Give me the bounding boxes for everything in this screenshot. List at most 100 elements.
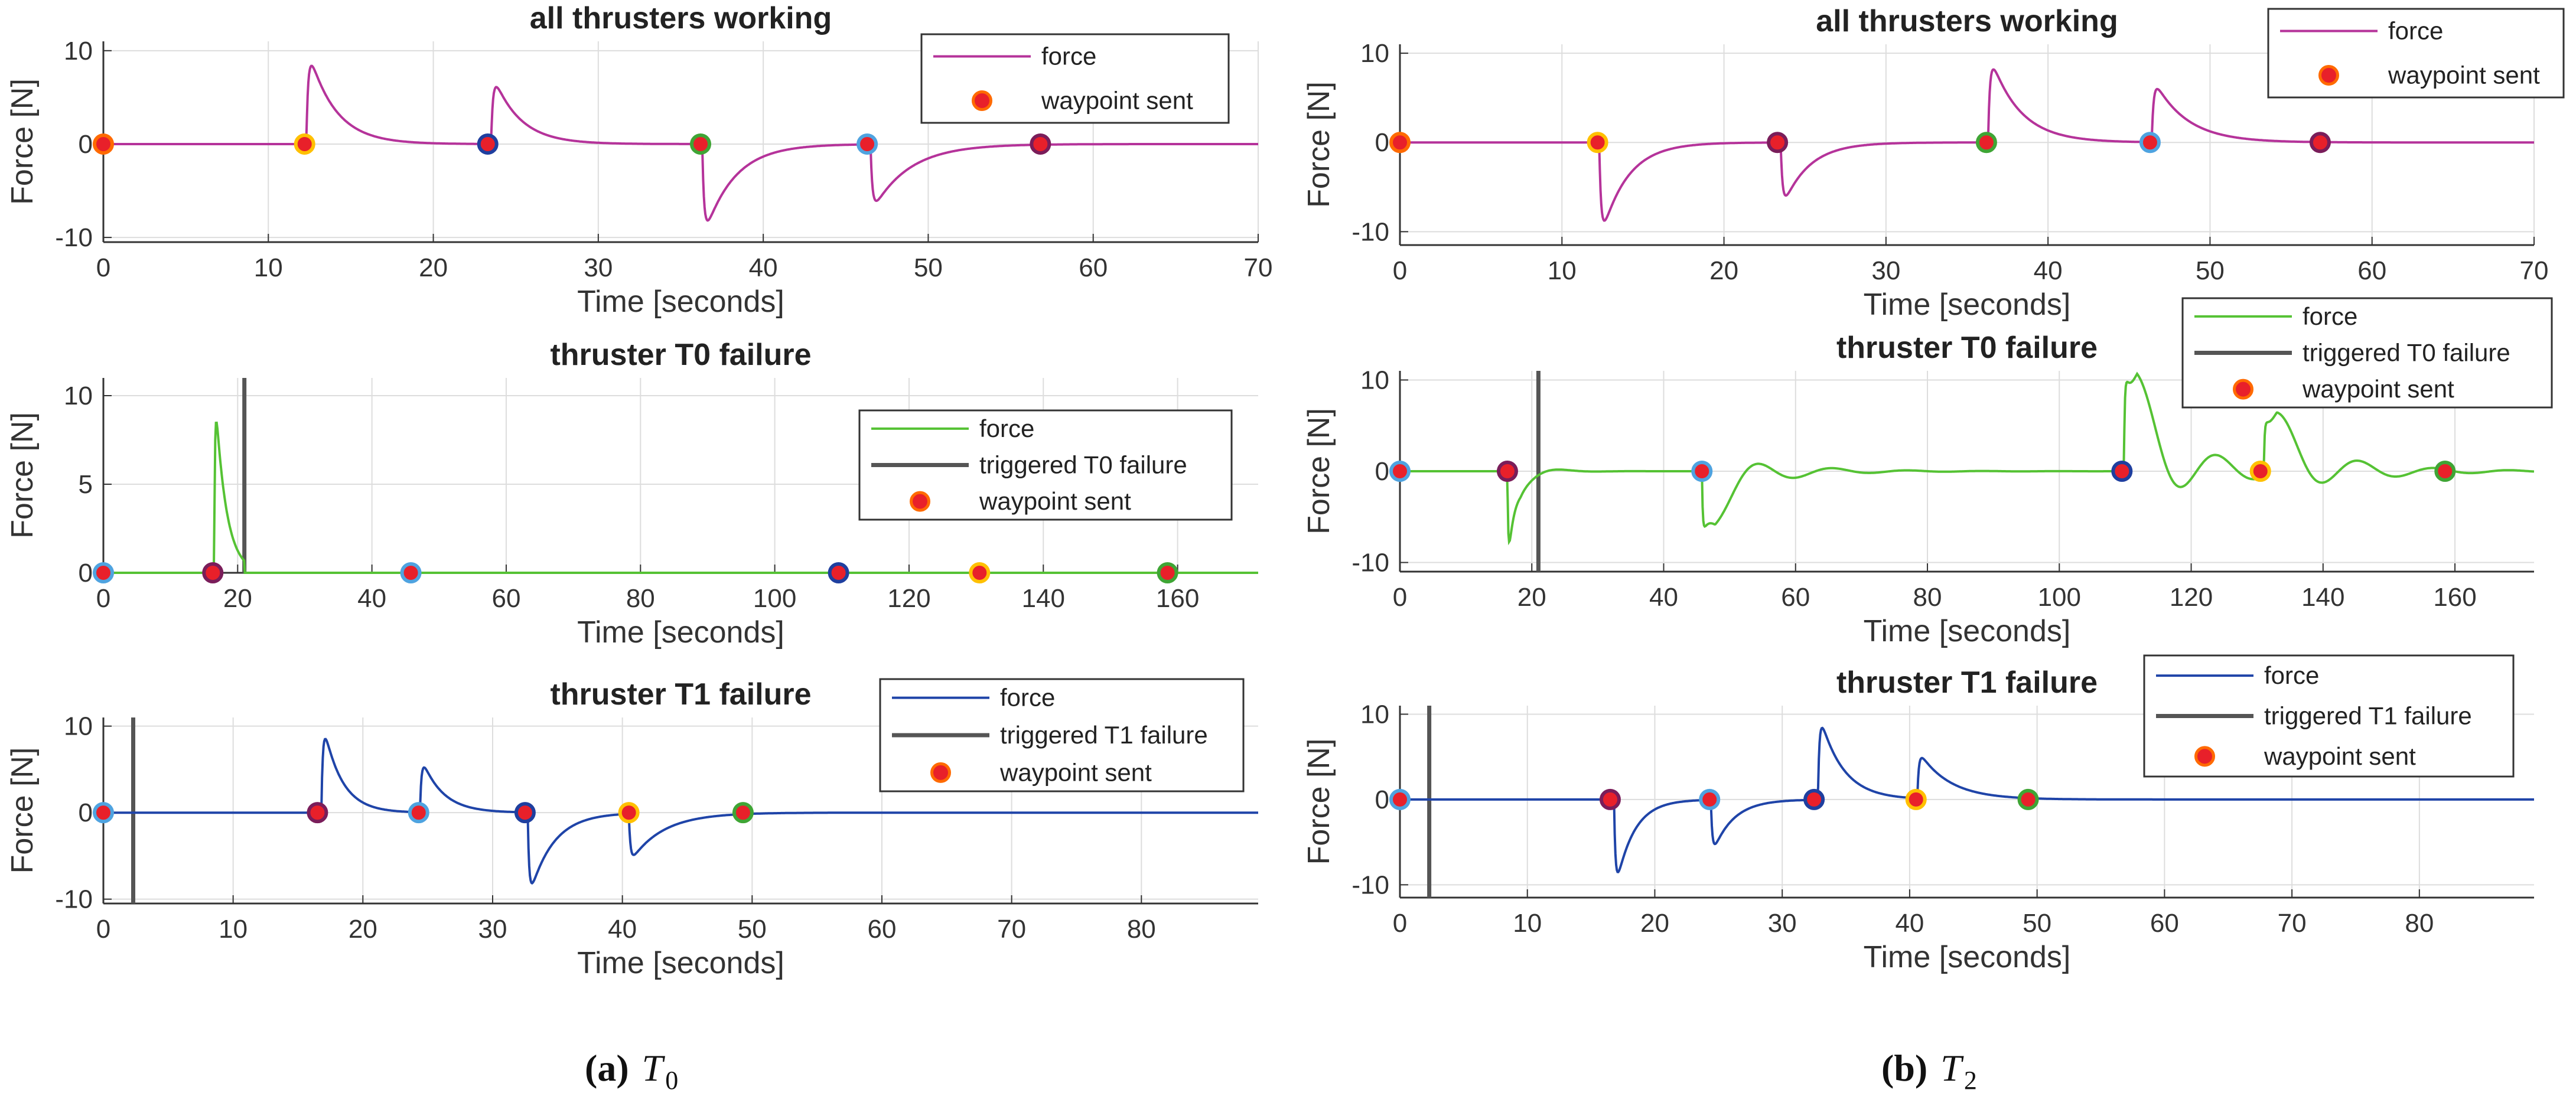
x-tick-label: 0 (1393, 583, 1407, 612)
x-tick-label: 10 (1548, 256, 1577, 285)
waypoint-marker (1599, 788, 1621, 810)
svg-text:(b) T 2: (b) T 2 (1881, 1047, 1977, 1095)
legend-entry-label: force (2388, 17, 2443, 45)
legend-entry-label: waypoint sent (1041, 87, 1193, 115)
x-tick-label: 60 (492, 584, 521, 613)
y-axis-label: Force [N] (5, 412, 40, 539)
waypoint-marker (1389, 132, 1411, 154)
x-tick-label: 80 (1913, 583, 1942, 612)
x-tick-label: 160 (2433, 583, 2476, 612)
waypoint-marker (294, 133, 315, 155)
subplot-title: thruster T0 failure (550, 338, 811, 372)
legend-swatch-waypoint (2233, 379, 2253, 400)
x-tick-label: 40 (1895, 909, 1924, 938)
x-tick-label: 20 (1640, 909, 1669, 938)
waypoint-marker (2309, 132, 2331, 154)
legend-entry-label: triggered T1 failure (1000, 721, 1208, 749)
y-axis-label: Force [N] (1302, 739, 1336, 865)
y-tick-label: 0 (1375, 785, 1389, 814)
y-tick-label: -10 (1351, 870, 1389, 899)
caption-b-symbol: T (1940, 1047, 1964, 1089)
x-tick-label: 70 (997, 915, 1026, 944)
waypoint-marker (1691, 461, 1713, 482)
force-series-line (103, 421, 1258, 574)
x-tick-label: 40 (357, 584, 386, 613)
y-tick-label: 0 (1375, 457, 1389, 486)
legend-entry-label: triggered T1 failure (2264, 702, 2472, 730)
x-tick-label: 10 (254, 253, 283, 282)
waypoint-marker (1587, 132, 1608, 154)
waypoint-marker (1389, 788, 1411, 810)
x-axis-label: Time [seconds] (577, 946, 784, 980)
waypoint-marker (2434, 461, 2456, 482)
waypoint-marker (828, 562, 849, 583)
waypoint-marker (307, 802, 328, 824)
x-tick-label: 0 (1393, 256, 1407, 285)
legend-swatch-waypoint (2318, 65, 2339, 86)
waypoint-marker (690, 133, 712, 155)
x-tick-label: 60 (2357, 256, 2386, 285)
x-tick-label: 80 (626, 584, 655, 613)
y-tick-label: 10 (64, 381, 93, 410)
y-tick-label: -10 (55, 885, 93, 914)
x-tick-label: 140 (1022, 584, 1065, 613)
caption-a-sub: 0 (665, 1066, 678, 1095)
x-tick-label: 10 (1513, 909, 1542, 938)
waypoint-marker (2111, 461, 2133, 482)
x-tick-label: 10 (219, 915, 247, 944)
waypoint-marker (400, 562, 422, 583)
x-tick-label: 60 (1781, 583, 1810, 612)
y-axis-label: Force [N] (5, 79, 40, 205)
y-axis-label: Force [N] (1302, 408, 1336, 534)
caption-a-symbol: T (642, 1047, 666, 1089)
legend-swatch-waypoint (972, 90, 992, 111)
legend-entry-label: force (979, 415, 1034, 442)
y-tick-label: 10 (1360, 39, 1389, 68)
x-tick-label: 80 (1127, 915, 1156, 944)
x-tick-label: 40 (749, 253, 778, 282)
caption-b-label: (b) (1881, 1047, 1927, 1089)
y-tick-label: -10 (1351, 217, 1389, 246)
x-tick-label: 30 (584, 253, 613, 282)
y-tick-label: 10 (1360, 700, 1389, 729)
waypoint-marker (1157, 562, 1178, 583)
x-tick-label: 20 (419, 253, 448, 282)
legend-entry-label: waypoint sent (979, 487, 1131, 515)
waypoint-marker (732, 802, 754, 824)
waypoint-marker (1699, 788, 1721, 810)
legend: force triggered T0 failure waypoint sent (2181, 297, 2553, 409)
svg-text:(a) T 0: (a) T 0 (585, 1047, 678, 1095)
waypoint-marker (1389, 461, 1411, 482)
subplot-2: 0 20 40 60 80 100 120 140 160 0 5 10 thruster T0 fai… (5, 338, 1258, 650)
subplot-title: thruster T1 failure (1836, 666, 2098, 700)
x-tick-label: 0 (96, 915, 110, 944)
legend-entry-label: waypoint sent (2302, 375, 2454, 403)
x-axis-label: Time [seconds] (577, 285, 784, 319)
x-tick-label: 120 (2170, 583, 2213, 612)
x-tick-label: 120 (887, 584, 930, 613)
x-tick-label: 30 (478, 915, 507, 944)
waypoint-marker (618, 802, 640, 824)
x-tick-label: 40 (1649, 583, 1678, 612)
force-series-line (1400, 726, 2534, 873)
x-tick-label: 160 (1156, 584, 1199, 613)
legend-entry-label: triggered T0 failure (979, 451, 1187, 479)
waypoint-marker (408, 802, 429, 824)
subplot-title: thruster T1 failure (550, 677, 811, 712)
waypoint-marker (514, 802, 536, 824)
waypoint-marker (2249, 461, 2271, 482)
legend-entry-label: waypoint sent (2264, 742, 2416, 770)
legend-entry-label: force (1000, 684, 1055, 712)
x-tick-label: 50 (2196, 256, 2225, 285)
x-tick-label: 20 (223, 584, 252, 613)
y-tick-label: 0 (79, 798, 93, 827)
waypoint-marker (969, 562, 991, 583)
y-tick-label: -10 (55, 223, 93, 252)
x-tick-label: 60 (868, 915, 897, 944)
force-series-line (1400, 371, 2534, 546)
